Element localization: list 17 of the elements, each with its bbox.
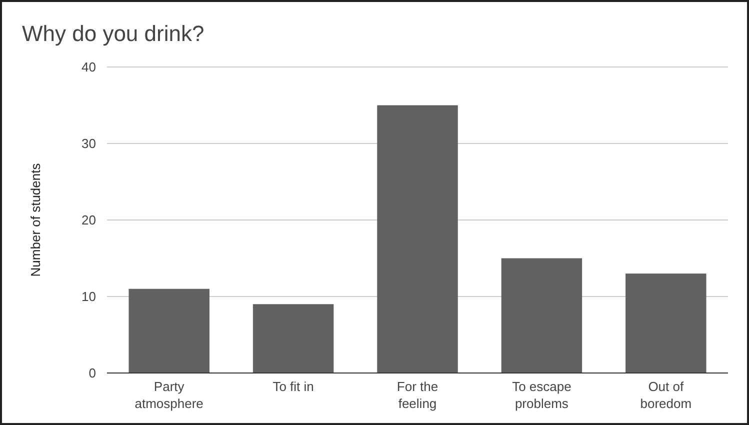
bar xyxy=(252,304,334,373)
x-tick-label: To fit in xyxy=(272,379,314,394)
y-tick-label: 30 xyxy=(82,136,96,152)
x-tick-label: Out of boredom xyxy=(640,379,692,411)
y-tick-label: 0 xyxy=(88,366,96,381)
y-tick-label: 10 xyxy=(82,289,96,304)
x-tick-label: Party atmosphere xyxy=(134,379,204,411)
chart-title: Why do you drink? xyxy=(22,21,204,46)
x-tick-label: For the feeling xyxy=(396,379,438,411)
x-tick-label: To escape problems xyxy=(512,379,572,411)
y-tick-label: 20 xyxy=(82,212,96,228)
y-axis-title: Number of students xyxy=(28,162,43,277)
bar xyxy=(626,274,706,373)
bar xyxy=(128,288,210,373)
y-tick-label: 40 xyxy=(82,60,96,75)
bar xyxy=(377,105,458,373)
bar xyxy=(501,258,582,373)
